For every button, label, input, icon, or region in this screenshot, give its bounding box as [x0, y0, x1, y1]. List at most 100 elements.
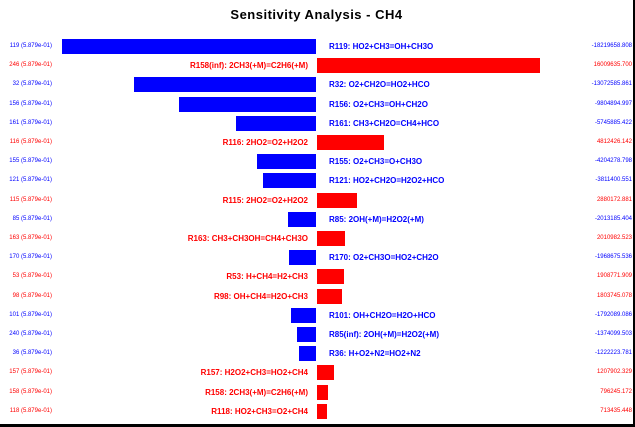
reaction-index-label: 119 (5.879e-01) [9, 43, 52, 49]
reaction-index-label: 85 (5.879e-01) [12, 215, 52, 222]
positive-sensitivity-bar [317, 231, 345, 246]
chart-row: 53 (5.879e-01) R53: H+CH4=H2+CH3 1908771.9… [0, 267, 633, 286]
positive-sensitivity-bar [317, 288, 342, 304]
reaction-index-label: 158 (5.879e-01) [9, 388, 52, 395]
negative-sensitivity-bar [291, 307, 316, 323]
sensitivity-value-label: -18219658.808 [591, 43, 632, 49]
sensitivity-value-label: -1968675.536 [594, 254, 632, 261]
positive-sensitivity-bar [317, 365, 334, 381]
reaction-index-label: 36 (5.879e-01) [12, 350, 52, 357]
chart-row: 115 (5.879e-01) R115: 2HO2=O2+H2O2 2880172… [0, 191, 633, 210]
sensitivity-value-label: 1207902.329 [596, 369, 632, 376]
chart-row: 155 (5.879e-01) R155: O2+CH3=O+CH3O -42042… [0, 152, 633, 171]
reaction-index-label: 121 (5.879e-01) [9, 177, 52, 184]
positive-sensitivity-bar [317, 135, 384, 150]
chart-row: 161 (5.879e-01) R161: CH3+CH2O=CH4+HCO -57… [0, 114, 633, 133]
chart-row: 240 (5.879e-01) R85(inf): 2OH(+M)=H2O2(+M… [0, 325, 633, 344]
negative-sensitivity-bar [299, 346, 316, 362]
chart-row: 157 (5.879e-01) R157: H2O2+CH3=HO2+CH4 120… [0, 363, 633, 382]
reaction-label: R53: H+CH4=H2+CH3 [226, 272, 308, 282]
reaction-label: R170: O2+CH3O=HO2+CH2O [329, 253, 439, 263]
chart-row: 163 (5.879e-01) R163: CH3+CH3OH=CH4+CH3O 2… [0, 229, 633, 248]
sensitivity-value-label: -13072585.861 [591, 81, 632, 88]
reaction-index-label: 240 (5.879e-01) [9, 331, 52, 337]
sensitivity-value-label: -5745885.422 [594, 119, 632, 126]
sensitivity-value-label: 1803745.078 [596, 292, 632, 299]
reaction-label: R157: H2O2+CH3=HO2+CH4 [200, 368, 308, 378]
sensitivity-value-label: -1792089.086 [594, 311, 632, 318]
negative-sensitivity-bar [236, 115, 316, 131]
negative-sensitivity-bar [62, 39, 316, 54]
sensitivity-value-label: -3811400.551 [595, 177, 632, 184]
negative-sensitivity-bar [179, 96, 316, 112]
chart-row: 121 (5.879e-01) R121: HO2+CH2O=H2O2+HCO -3… [0, 171, 633, 190]
reaction-index-label: 32 (5.879e-01) [12, 81, 52, 88]
chart-title: Sensitivity Analysis - CH4 [230, 7, 403, 22]
sensitivity-value-label: 2880172.881 [596, 196, 632, 203]
positive-sensitivity-bar [317, 269, 344, 285]
reaction-index-label: 116 (5.879e-01) [9, 139, 52, 145]
chart-row: 116 (5.879e-01) R116: 2HO2=O2+H2O2 4812426… [0, 133, 633, 152]
sensitivity-value-label: 1908771.909 [596, 273, 632, 280]
sensitivity-value-label: 16009635.700 [593, 62, 632, 69]
chart-row: 98 (5.879e-01) R98: OH+CH4=H2O+CH3 1803745… [0, 287, 633, 306]
negative-sensitivity-bar [257, 154, 316, 170]
negative-sensitivity-bar [297, 327, 316, 342]
reaction-label: R98: OH+CH4=H2O+CH3 [213, 291, 308, 301]
chart-row: 246 (5.879e-01) R158(inf): 2CH3(+M)=C2H6(… [0, 56, 633, 75]
positive-sensitivity-bar [317, 384, 328, 400]
reaction-label: R158(inf): 2CH3(+M)=C2H6(+M) [189, 61, 308, 71]
sensitivity-value-label: 2010982.523 [596, 235, 632, 241]
reaction-index-label: 170 (5.879e-01) [9, 254, 52, 261]
reaction-label: R115: 2HO2=O2+H2O2 [222, 195, 308, 205]
tornado-chart: 119 (5.879e-01) R119: HO2+CH3=OH+CH3O -182… [0, 37, 633, 421]
negative-sensitivity-bar [134, 77, 316, 93]
reaction-label: R119: HO2+CH3=OH+CH3O [329, 42, 434, 51]
reaction-index-label: 157 (5.879e-01) [9, 369, 52, 376]
reaction-label: R32: O2+CH2O=HO2+HCO [329, 80, 430, 90]
chart-row: 85 (5.879e-01) R85: 2OH(+M)=H2O2(+M) -2013… [0, 210, 633, 229]
negative-sensitivity-bar [289, 250, 316, 266]
sensitivity-value-label: 4812426.142 [596, 139, 632, 145]
negative-sensitivity-bar [263, 173, 316, 189]
chart-row: 118 (5.879e-01) R118: HO2+CH3=O2+CH4 71343… [0, 402, 633, 421]
sensitivity-value-label: -2013185.404 [594, 215, 632, 222]
reaction-index-label: 155 (5.879e-01) [9, 158, 52, 165]
reaction-label: R158: 2CH3(+M)=C2H6(+M) [205, 387, 308, 397]
reaction-label: R155: O2+CH3=O+CH3O [329, 157, 423, 167]
chart-row: 101 (5.879e-01) R101: OH+CH2O=H2O+HCO -179… [0, 306, 633, 325]
positive-sensitivity-bar [317, 192, 357, 208]
reaction-index-label: 53 (5.879e-01) [12, 273, 52, 280]
reaction-index-label: 246 (5.879e-01) [9, 62, 52, 69]
sensitivity-value-label: 796245.172 [600, 388, 632, 395]
sensitivity-value-label: -9804894.997 [594, 100, 632, 107]
sensitivity-value-label: -1222223.781 [594, 350, 632, 357]
reaction-label: R101: OH+CH2O=H2O+HCO [329, 310, 436, 320]
chart-row: 36 (5.879e-01) R36: H+O2+N2=HO2+N2 -122222… [0, 344, 633, 363]
chart-row: 156 (5.879e-01) R156: O2+CH3=OH+CH2O -9804… [0, 95, 633, 114]
negative-sensitivity-bar [288, 211, 316, 227]
sensitivity-value-label: -1374099.503 [594, 331, 632, 337]
reaction-label: R85: 2OH(+M)=H2O2(+M) [329, 214, 424, 224]
reaction-label: R161: CH3+CH2O=CH4+HCO [329, 118, 440, 128]
chart-row: 170 (5.879e-01) R170: O2+CH3O=HO2+CH2O -19… [0, 248, 633, 267]
reaction-label: R163: CH3+CH3OH=CH4+CH3O [187, 234, 308, 243]
reaction-label: R85(inf): 2OH(+M)=H2O2(+M) [329, 330, 440, 339]
reaction-label: R121: HO2+CH2O=H2O2+HCO [329, 176, 445, 186]
reaction-index-label: 115 (5.879e-01) [9, 196, 52, 203]
chart-row: 119 (5.879e-01) R119: HO2+CH3=OH+CH3O -182… [0, 37, 633, 56]
reaction-index-label: 161 (5.879e-01) [9, 119, 52, 126]
sensitivity-value-label: -4204278.798 [594, 158, 632, 165]
positive-sensitivity-bar [317, 58, 540, 74]
chart-row: 158 (5.879e-01) R158: 2CH3(+M)=C2H6(+M) 79… [0, 383, 633, 402]
reaction-label: R36: H+O2+N2=HO2+N2 [329, 349, 421, 359]
reaction-index-label: 163 (5.879e-01) [9, 235, 52, 241]
reaction-index-label: 118 (5.879e-01) [9, 407, 52, 414]
chart-row: 32 (5.879e-01) R32: O2+CH2O=HO2+HCO -13072… [0, 75, 633, 94]
reaction-label: R156: O2+CH3=OH+CH2O [329, 99, 428, 109]
positive-sensitivity-bar [317, 403, 327, 419]
reaction-index-label: 101 (5.879e-01) [9, 311, 52, 318]
reaction-index-label: 156 (5.879e-01) [9, 100, 52, 107]
reaction-index-label: 98 (5.879e-01) [12, 292, 52, 299]
